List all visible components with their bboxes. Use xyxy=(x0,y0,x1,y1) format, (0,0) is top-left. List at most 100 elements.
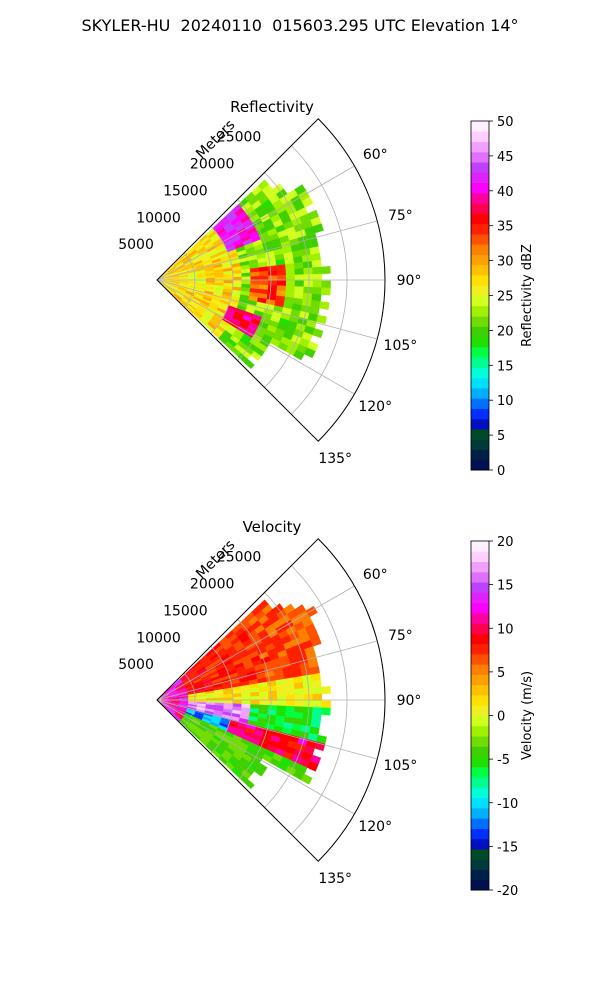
colorbar-tick-label: 20 xyxy=(497,535,514,550)
echo-cell xyxy=(235,245,246,253)
echo-cell xyxy=(205,323,215,333)
echo-cell xyxy=(257,713,268,720)
echo-cell xyxy=(237,630,248,641)
echo-cell xyxy=(285,700,296,707)
colorbar-tick-label: 35 xyxy=(497,220,514,235)
echo-cell xyxy=(268,319,280,329)
echo-cell xyxy=(259,275,269,281)
echo-cell xyxy=(316,314,328,325)
colorbar-tick-label: 30 xyxy=(497,255,514,270)
echo-cell xyxy=(300,773,313,785)
echo-cell xyxy=(280,214,292,225)
colorbar: 0 5 10 15 20 25 30 35 40 45 50 Reflectivity dBZ xyxy=(470,115,535,479)
echo-cell xyxy=(167,288,175,295)
echo-cell xyxy=(177,268,187,273)
echo-cell xyxy=(196,691,207,696)
echo-cell xyxy=(160,282,168,290)
echo-cell xyxy=(244,205,255,216)
echo-cell xyxy=(310,300,321,309)
echo-cell xyxy=(293,349,305,361)
echo-cell xyxy=(218,215,229,226)
echo-cell xyxy=(238,741,249,751)
echo-cell xyxy=(167,685,175,692)
echo-cell xyxy=(167,287,176,295)
echo-cell xyxy=(301,639,314,650)
echo-cell xyxy=(224,761,235,771)
echo-cell xyxy=(213,266,224,271)
echo-cell xyxy=(199,317,208,327)
echo-cell xyxy=(236,669,248,676)
echo-cell xyxy=(224,731,235,739)
echo-cell xyxy=(182,717,191,725)
echo-cell xyxy=(268,695,278,701)
echo-cell xyxy=(260,316,271,325)
echo-cell xyxy=(185,262,195,268)
echo-cell xyxy=(257,599,269,611)
echo-cell xyxy=(185,682,195,688)
echo-cell xyxy=(227,648,238,657)
echo-cell xyxy=(180,299,189,307)
echo-cell xyxy=(276,710,287,717)
colorbar-tick-label: 0 xyxy=(497,464,505,479)
echo-cell xyxy=(278,737,290,747)
echo-cell xyxy=(195,243,205,252)
colorbar-swatch xyxy=(471,756,489,768)
echo-cell xyxy=(244,191,256,202)
echo-cell xyxy=(242,638,253,648)
echo-cell xyxy=(312,287,322,295)
echo-cell xyxy=(231,262,241,268)
echo-cell xyxy=(203,732,213,740)
echo-cell xyxy=(294,184,307,196)
echo-cell xyxy=(174,713,183,720)
echo-cell xyxy=(199,721,210,729)
echo-cell xyxy=(241,276,251,281)
echo-cell xyxy=(292,717,304,726)
echo-cell xyxy=(312,223,324,234)
echo-cell xyxy=(264,222,276,232)
echo-cell xyxy=(297,737,309,746)
echo-cell xyxy=(241,621,252,632)
colorbar-swatch xyxy=(471,439,489,450)
echo-cell xyxy=(196,271,207,276)
echo-cell xyxy=(305,319,317,329)
echo-cell xyxy=(274,673,285,681)
echo-cell xyxy=(160,270,168,278)
echo-cell xyxy=(272,618,284,630)
echo-cell xyxy=(229,755,240,765)
echo-cell xyxy=(250,280,260,285)
echo-cell xyxy=(249,267,260,273)
echo-cell xyxy=(221,218,231,228)
echo-cell xyxy=(250,284,260,290)
echo-cell xyxy=(303,700,314,708)
echo-cell xyxy=(284,291,295,299)
colorbar-tick-label: -10 xyxy=(497,797,518,812)
echo-cell xyxy=(176,710,186,716)
echo-cell xyxy=(298,757,311,768)
echo-cell xyxy=(188,249,198,257)
echo-cell xyxy=(196,696,207,699)
echo-cell xyxy=(167,707,176,714)
echo-cell xyxy=(285,285,296,293)
echo-cell xyxy=(257,257,268,264)
colorbar-swatch xyxy=(471,674,489,686)
echo-cell xyxy=(173,679,182,687)
echo-cell xyxy=(284,296,295,304)
echo-cell xyxy=(236,340,248,350)
echo-cell xyxy=(210,737,221,746)
echo-cell xyxy=(214,691,225,696)
echo-cell xyxy=(249,337,260,348)
echo-cell xyxy=(244,662,255,670)
range-tick-label: 5000 xyxy=(118,237,154,253)
echo-cell xyxy=(186,686,196,692)
echo-cell xyxy=(254,725,266,733)
echo-cell xyxy=(282,246,293,254)
echo-cell xyxy=(261,312,273,321)
echo-cell xyxy=(185,711,195,717)
echo-cell xyxy=(275,224,286,234)
echo-cell xyxy=(207,667,218,675)
echo-cell xyxy=(293,675,304,684)
echo-cell xyxy=(170,281,180,284)
echo-cell xyxy=(203,312,213,320)
echo-cell xyxy=(188,669,198,677)
echo-cell xyxy=(301,196,314,208)
